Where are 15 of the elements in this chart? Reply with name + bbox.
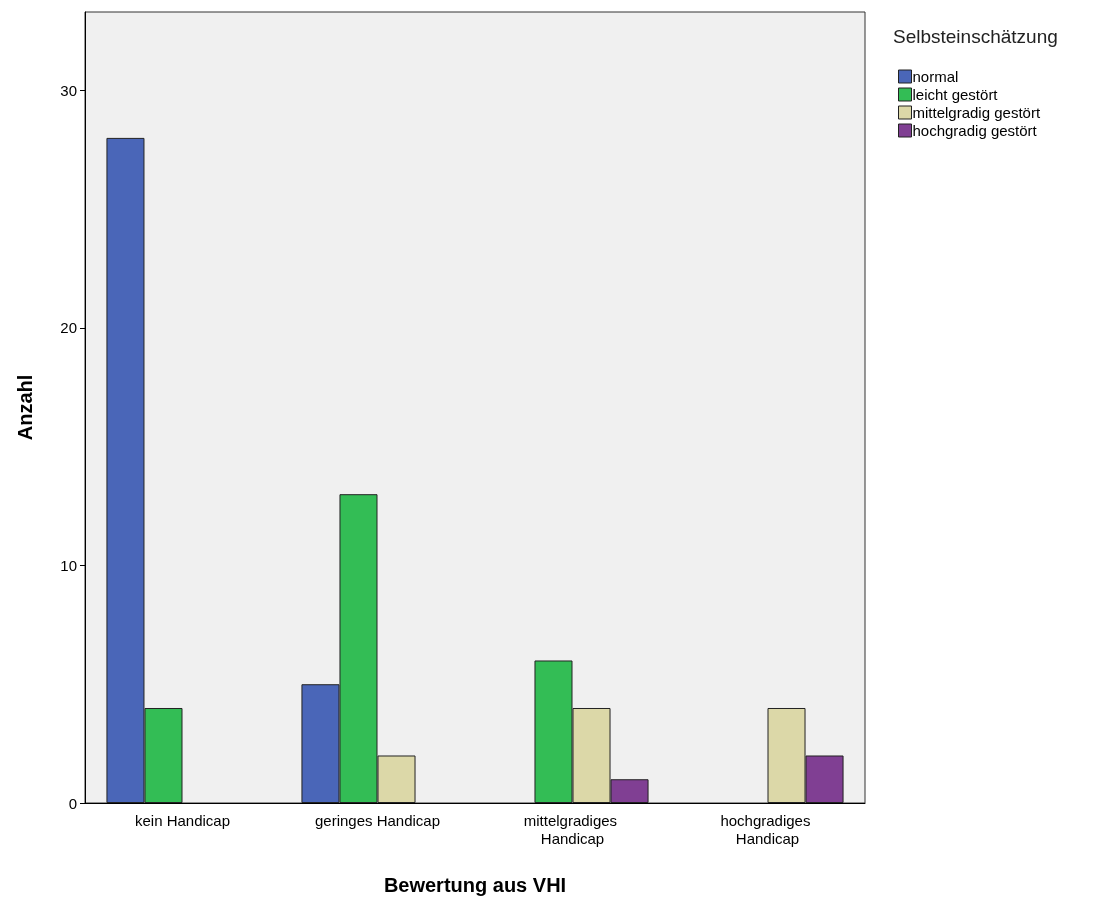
legend-label: normal <box>912 68 959 85</box>
y-axis-title: Anzahl <box>14 374 36 441</box>
legend-title: Selbsteinschätzung <box>893 26 1058 47</box>
y-tick-label: 0 <box>68 794 77 812</box>
y-tick-label: 20 <box>60 319 77 337</box>
x-tick-label: kein Handicap <box>134 811 231 829</box>
y-tick-label: 10 <box>60 556 77 574</box>
x-axis-title: Bewertung aus VHI <box>383 874 567 896</box>
legend-label: mittelgradig gestört <box>912 104 1041 121</box>
x-tick-label: hochgradiges Handicap <box>720 811 815 847</box>
x-tick-label: geringes Handicap <box>314 811 441 829</box>
legend-label: leicht gestört <box>912 86 999 103</box>
legend-label: hochgradig gestört <box>912 122 1038 139</box>
y-tick-label: 30 <box>60 81 77 99</box>
x-tick-label: mittelgradiges Handicap <box>523 811 622 847</box>
